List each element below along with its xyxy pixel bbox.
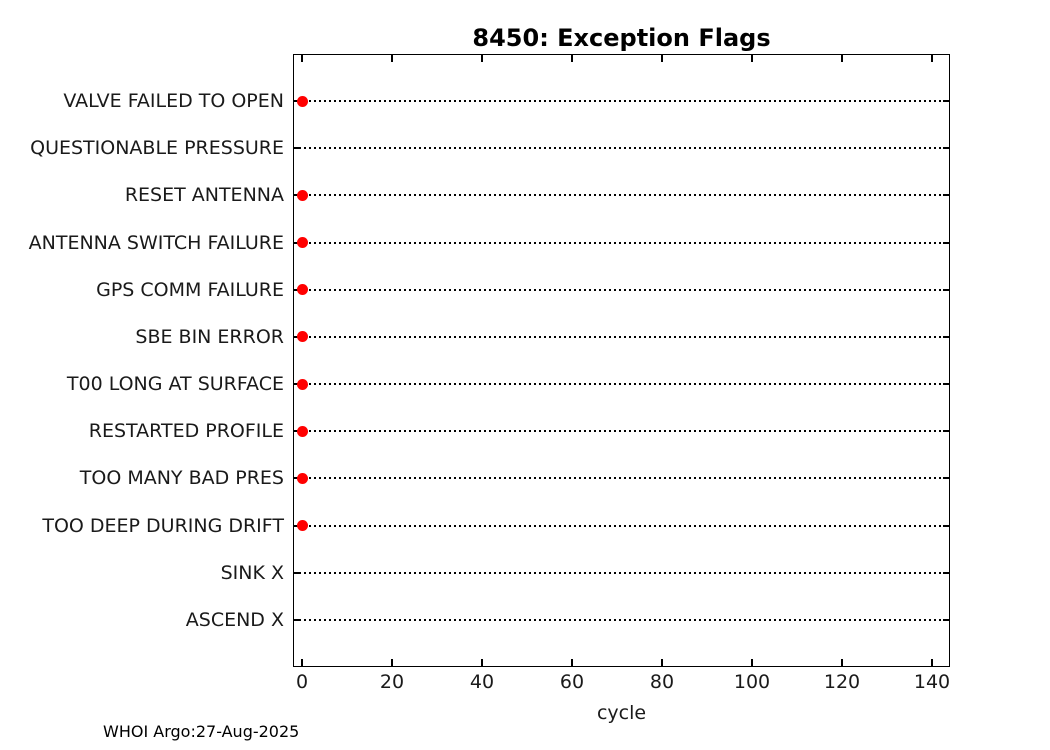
- data-point-marker: [296, 425, 308, 437]
- x-tick-mark-top: [391, 55, 393, 62]
- row-dotted-line: [294, 430, 949, 433]
- y-axis-label: RESTARTED PROFILE: [88, 420, 284, 443]
- x-tick-mark-bottom: [751, 659, 753, 666]
- y-tick-mark-right: [943, 383, 949, 386]
- x-tick-mark-top: [931, 55, 933, 62]
- chart-title: 8450: Exception Flags: [472, 24, 771, 52]
- data-point-marker: [296, 520, 308, 532]
- x-tick-label: 20: [379, 671, 405, 693]
- x-tick-mark-top: [841, 55, 843, 62]
- row-dotted-line: [294, 524, 949, 527]
- y-tick-mark-right: [943, 524, 949, 527]
- y-tick-mark-left: [294, 618, 300, 621]
- x-tick-mark-bottom: [391, 659, 393, 666]
- x-tick-mark-bottom: [481, 659, 483, 666]
- data-point-marker: [296, 237, 308, 249]
- data-point-marker: [296, 472, 308, 484]
- y-tick-mark-right: [943, 335, 949, 338]
- y-axis-label: VALVE FAILED TO OPEN: [63, 90, 284, 113]
- row-dotted-line: [294, 571, 949, 574]
- row-dotted-line: [294, 100, 949, 103]
- y-axis-label: TOO MANY BAD PRES: [79, 467, 284, 490]
- plot-area: [293, 54, 950, 667]
- x-tick-mark-top: [571, 55, 573, 62]
- y-tick-mark-right: [943, 571, 949, 574]
- x-tick-mark-bottom: [301, 659, 303, 666]
- x-axis-label: cycle: [596, 702, 647, 724]
- data-point-marker: [296, 95, 308, 107]
- y-tick-mark-right: [943, 618, 949, 621]
- row-dotted-line: [294, 335, 949, 338]
- x-tick-label: 120: [823, 671, 861, 693]
- x-tick-mark-top: [301, 55, 303, 62]
- y-axis-label: GPS COMM FAILURE: [96, 278, 284, 301]
- row-dotted-line: [294, 383, 949, 386]
- y-axis-label: T00 LONG AT SURFACE: [66, 373, 284, 396]
- y-axis-label: SBE BIN ERROR: [135, 325, 284, 348]
- row-dotted-line: [294, 618, 949, 621]
- data-point-marker: [296, 331, 308, 343]
- y-axis-label: RESET ANTENNA: [124, 184, 284, 207]
- x-tick-label: 80: [649, 671, 675, 693]
- data-point-marker: [296, 378, 308, 390]
- y-tick-mark-left: [294, 147, 300, 150]
- x-tick-mark-top: [751, 55, 753, 62]
- y-tick-mark-right: [943, 100, 949, 103]
- y-tick-mark-right: [943, 430, 949, 433]
- y-tick-mark-right: [943, 147, 949, 150]
- y-tick-mark-left: [294, 571, 300, 574]
- y-tick-mark-right: [943, 477, 949, 480]
- x-tick-mark-bottom: [571, 659, 573, 666]
- y-axis-label: QUESTIONABLE PRESSURE: [30, 137, 284, 160]
- y-tick-mark-right: [943, 288, 949, 291]
- y-tick-mark-right: [943, 194, 949, 197]
- row-dotted-line: [294, 288, 949, 291]
- row-dotted-line: [294, 477, 949, 480]
- y-axis-label: ASCEND X: [185, 608, 284, 631]
- x-tick-label: 40: [469, 671, 495, 693]
- x-tick-mark-bottom: [841, 659, 843, 666]
- x-tick-mark-top: [661, 55, 663, 62]
- y-axis-label: ANTENNA SWITCH FAILURE: [28, 231, 284, 254]
- y-axis-label: SINK X: [220, 561, 284, 584]
- x-tick-mark-top: [481, 55, 483, 62]
- y-tick-mark-right: [943, 241, 949, 244]
- footer-credit: WHOI Argo:27-Aug-2025: [103, 722, 300, 741]
- row-dotted-line: [294, 194, 949, 197]
- data-point-marker: [296, 189, 308, 201]
- x-tick-label: 60: [559, 671, 585, 693]
- data-point-marker: [296, 284, 308, 296]
- x-tick-label: 140: [913, 671, 951, 693]
- x-tick-label: 0: [295, 671, 309, 693]
- x-tick-label: 100: [733, 671, 771, 693]
- x-tick-mark-bottom: [931, 659, 933, 666]
- x-tick-mark-bottom: [661, 659, 663, 666]
- row-dotted-line: [294, 147, 949, 150]
- y-axis-label: TOO DEEP DURING DRIFT: [42, 514, 284, 537]
- row-dotted-line: [294, 241, 949, 244]
